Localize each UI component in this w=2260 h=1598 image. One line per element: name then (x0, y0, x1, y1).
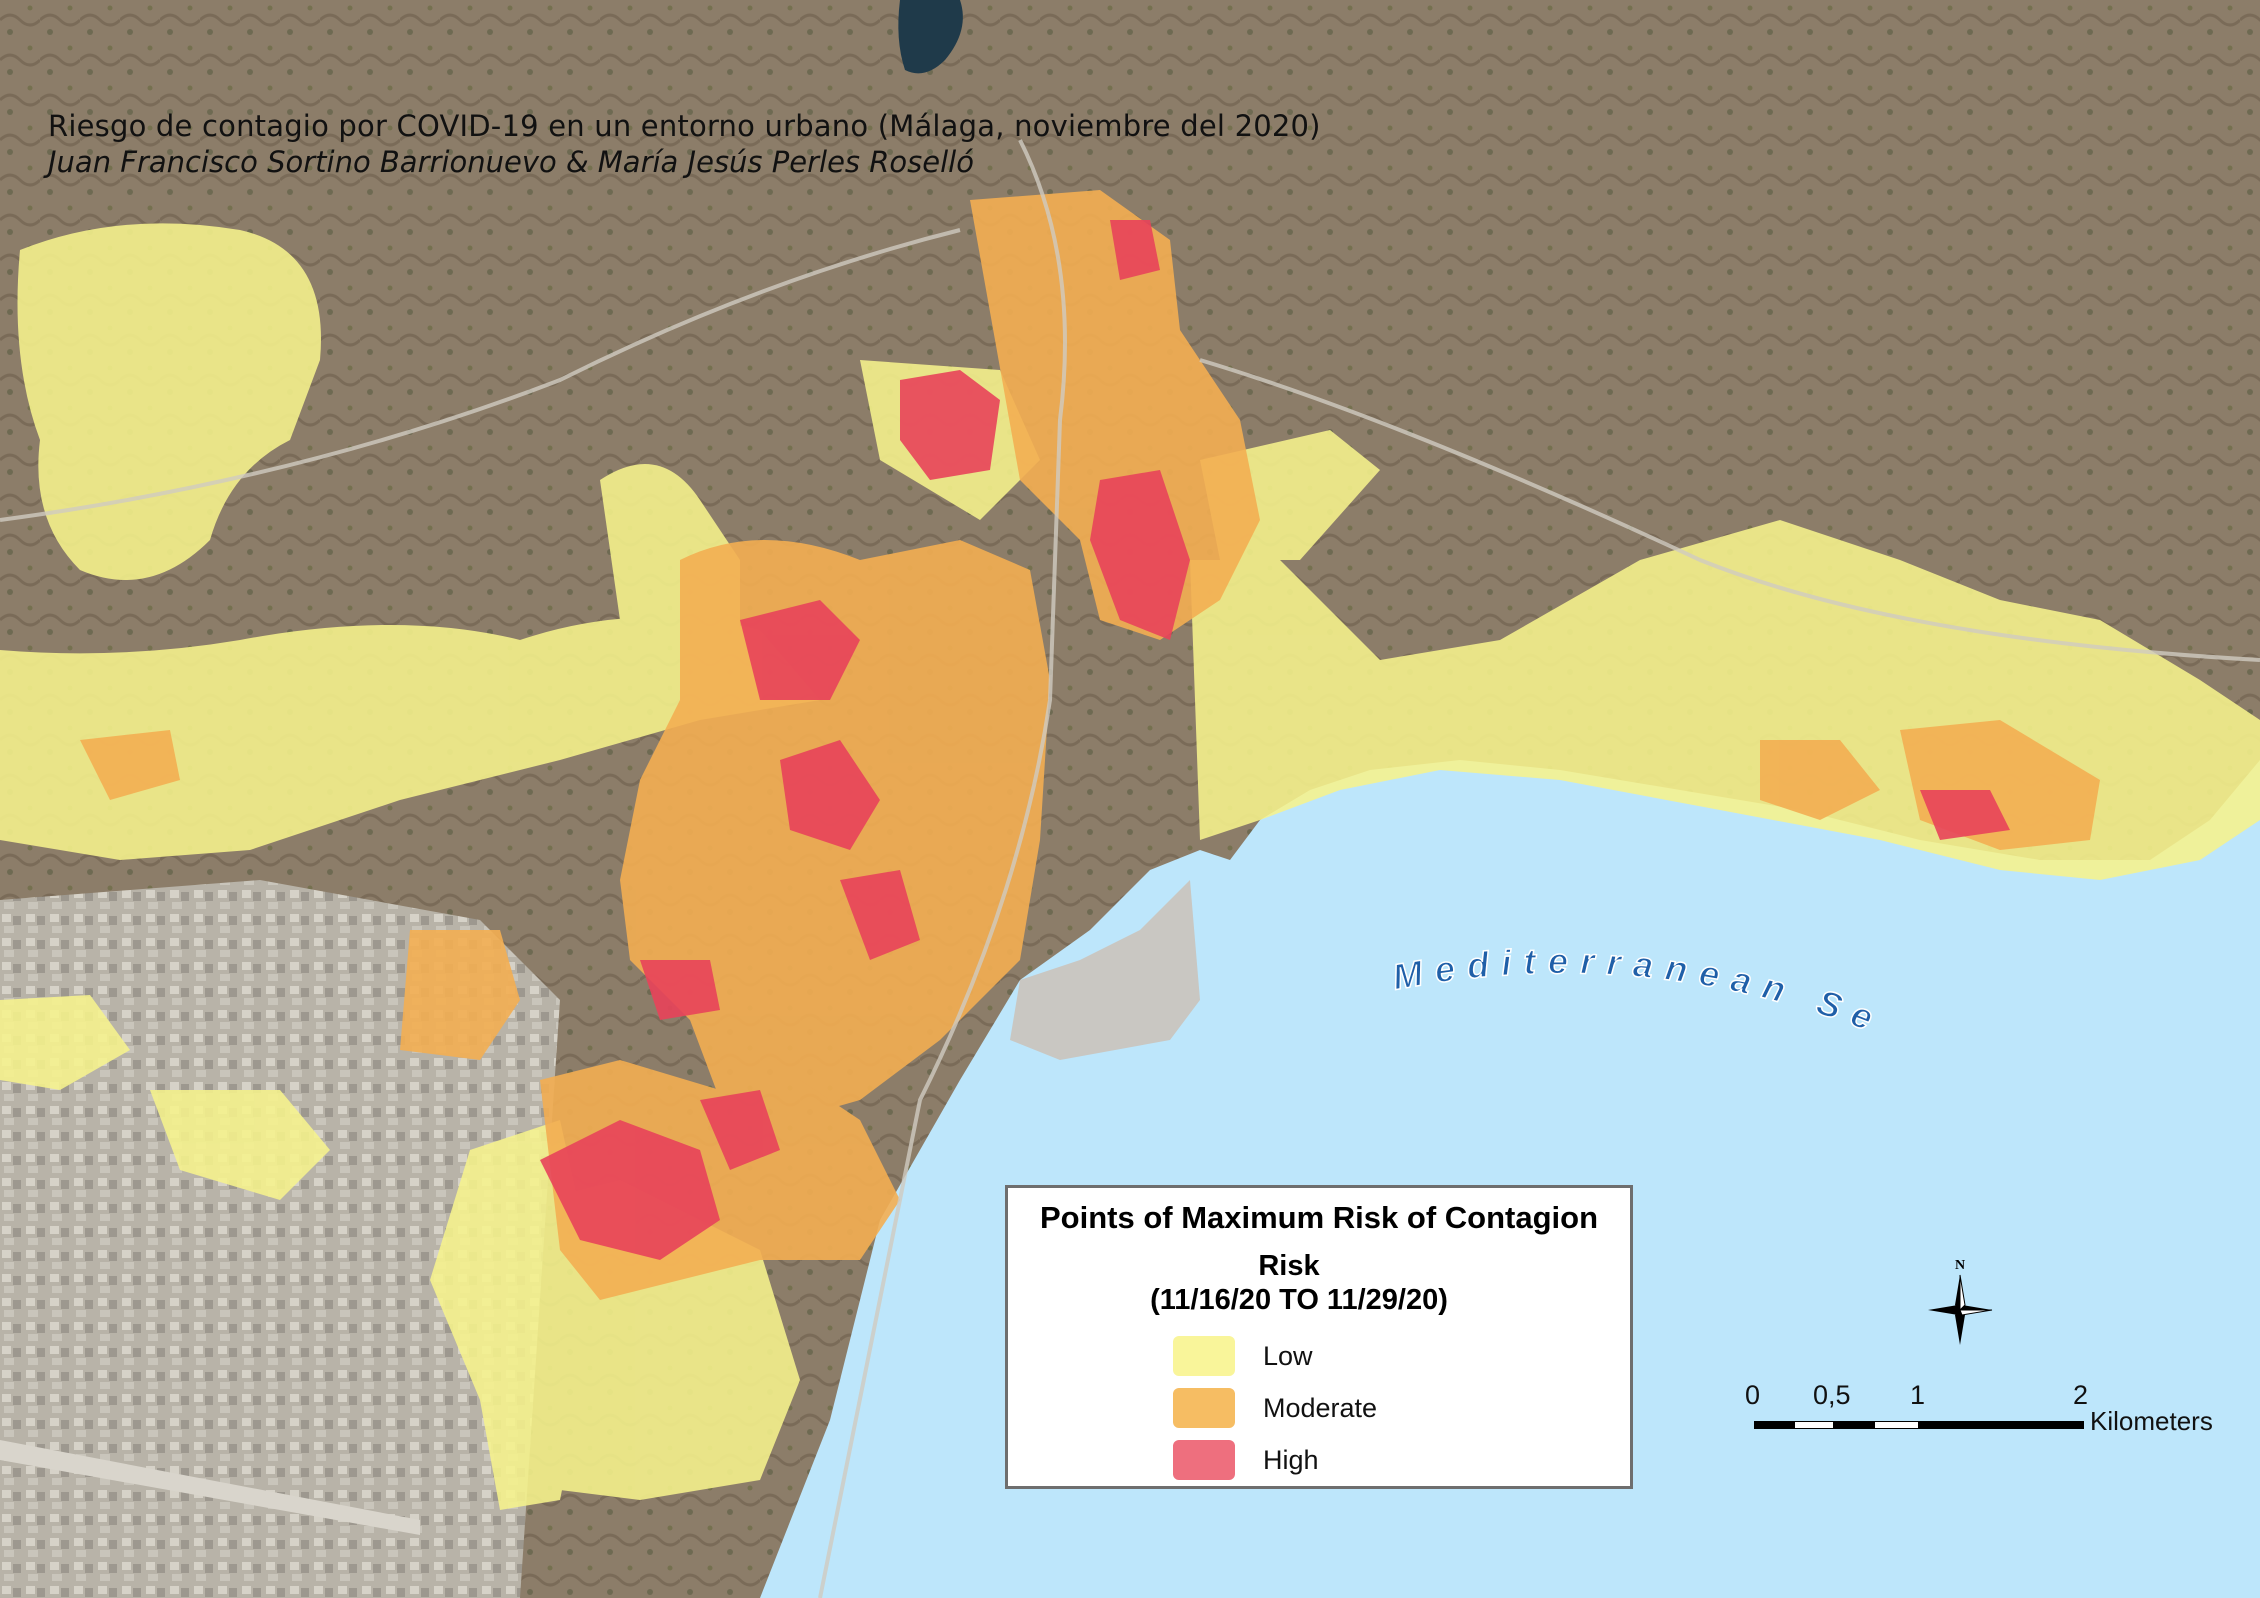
scale-segment-2 (1794, 1421, 1834, 1429)
svg-text:N: N (1955, 1258, 1965, 1273)
high-risk-zones (540, 220, 2010, 1260)
moderate-risk-zones (80, 190, 2100, 1300)
urban-gray-area (0, 880, 560, 1598)
scale-tick-2: 2 (2073, 1380, 2089, 1410)
scale-segment-5 (1919, 1421, 2084, 1429)
legend-period: (11/16/20 TO 11/29/20) (1150, 1284, 1448, 1316)
scale-bar: 0 0,5 1 2 Kilometers (1700, 1380, 2260, 1460)
legend-swatch-moderate (1173, 1388, 1235, 1428)
legend-subtitle: Risk (1258, 1250, 1320, 1282)
airport-runway (0, 1440, 420, 1535)
reservoir (898, 0, 963, 74)
scale-segment-3 (1834, 1421, 1874, 1429)
legend-item-moderate: Moderate (1173, 1388, 1377, 1428)
legend-item-low: Low (1173, 1336, 1313, 1376)
legend-label-high: High (1263, 1444, 1319, 1475)
port (1010, 880, 1200, 1060)
scale-segment-1 (1754, 1421, 1794, 1429)
legend-label-moderate: Moderate (1263, 1392, 1378, 1423)
map-authors: Juan Francisco Sortino Barrionuevo & Mar… (48, 145, 974, 179)
legend-item-high: High (1173, 1440, 1319, 1480)
map-title: Riesgo de contagio por COVID-19 en un en… (48, 109, 1321, 143)
legend: Points of Maximum Risk of Contagion Risk… (1005, 1185, 1633, 1489)
roads (0, 139, 2260, 1598)
legend-label-low: Low (1263, 1340, 1313, 1371)
sea-label: Mediterranean Sea (0, 0, 1879, 1043)
legend-swatch-high (1173, 1440, 1235, 1480)
scale-tick-0: 0 (1745, 1380, 1761, 1410)
legend-title: Points of Maximum Risk of Contagion (1039, 1200, 1598, 1235)
north-arrow: N (1920, 1255, 2000, 1355)
legend-swatch-low (1173, 1336, 1235, 1376)
map-title-block: Riesgo de contagio por COVID-19 en un en… (48, 108, 1321, 180)
scale-tick-1: 1 (1910, 1380, 1926, 1410)
scale-segment-4 (1874, 1421, 1919, 1429)
scale-tick-0-5: 0,5 (1813, 1380, 1851, 1410)
compass-icon: N (1928, 1258, 1993, 1345)
scale-unit: Kilometers (2090, 1406, 2213, 1436)
